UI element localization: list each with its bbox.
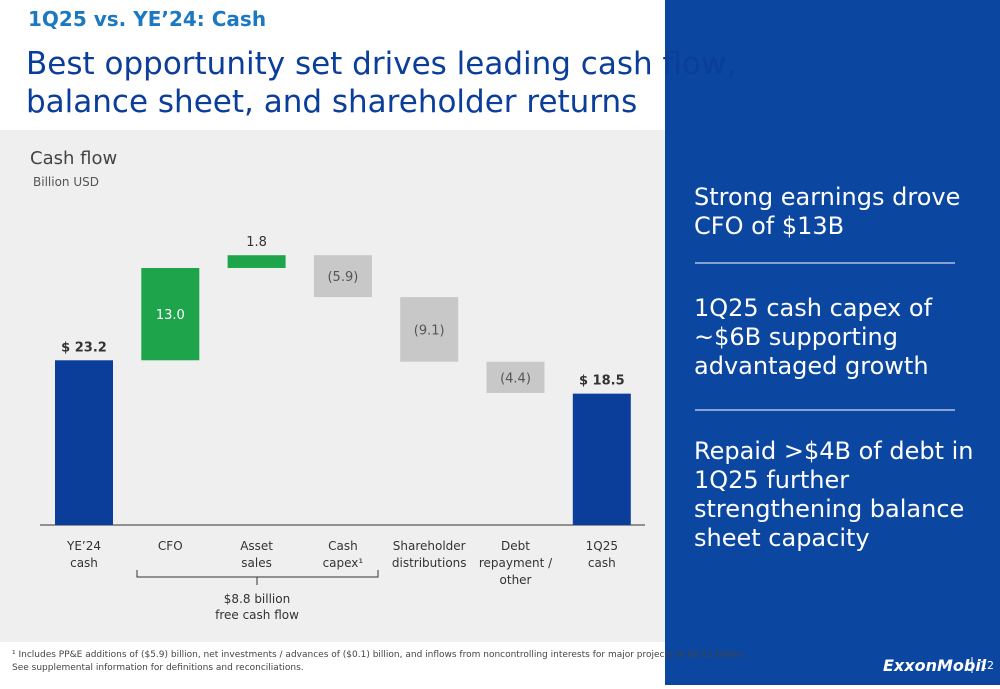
x-tick-label: Shareholder (393, 539, 466, 553)
sidebar-point: ~$6B supporting (694, 323, 898, 351)
sidebar-point: 1Q25 further (694, 466, 849, 494)
annotation: free cash flow (215, 608, 299, 622)
logo: ExxonMobil (883, 656, 987, 675)
x-tick-label: distributions (392, 556, 467, 570)
sidebar-point: Repaid >$4B of debt in (694, 437, 974, 465)
title-line: Best opportunity set drives leading cash… (26, 46, 736, 82)
x-tick-label: YE’24 (66, 539, 101, 553)
value-label: 1.8 (246, 235, 267, 250)
bar (227, 255, 286, 268)
x-tick-label: cash (70, 556, 98, 570)
chart-title: Cash flow (30, 148, 117, 169)
subtitle: 1Q25 vs. YE’24: Cash (28, 7, 266, 31)
sidebar-point: CFO of $13B (694, 212, 844, 240)
sidebar-point: Strong earnings drove (694, 183, 960, 211)
x-tick-label: Debt (501, 539, 530, 553)
annotation: $8.8 billion (224, 592, 290, 606)
footnote: See supplemental information for definit… (12, 663, 304, 673)
bar (141, 267, 200, 361)
chart-unit: Billion USD (33, 175, 99, 189)
value-label: (9.1) (414, 323, 445, 338)
x-tick-label: Cash (328, 539, 358, 553)
x-tick-label: capex¹ (323, 556, 364, 570)
bar (572, 393, 631, 525)
bar (313, 255, 372, 298)
bar (400, 297, 459, 362)
x-tick-label: repayment / (479, 556, 553, 570)
sidebar-point: sheet capacity (694, 524, 870, 552)
sidebar-point: 1Q25 cash capex of (694, 294, 933, 322)
sidebar-point: strengthening balance (694, 495, 964, 523)
page-number: 12 (980, 659, 994, 672)
value-label: (5.9) (327, 270, 358, 285)
bar (486, 361, 545, 393)
x-tick-label: cash (588, 556, 616, 570)
sidebar-point: advantaged growth (694, 352, 929, 380)
bracket (136, 570, 379, 585)
bar (55, 360, 113, 525)
x-tick-label: Asset (240, 539, 273, 553)
x-tick-label: 1Q25 (586, 539, 618, 553)
value-label: $ 18.5 (579, 374, 625, 389)
value-label: 13.0 (156, 308, 185, 323)
value-label: (4.4) (500, 371, 531, 386)
title-line: balance sheet, and shareholder returns (26, 84, 637, 120)
footnote: ¹ Includes PP&E additions of ($5.9) bill… (12, 650, 746, 660)
sidebar-background (665, 0, 1000, 685)
x-tick-label: sales (241, 556, 272, 570)
value-label: $ 23.2 (61, 340, 107, 355)
x-tick-label: other (500, 573, 532, 587)
x-tick-label: CFO (158, 539, 183, 553)
